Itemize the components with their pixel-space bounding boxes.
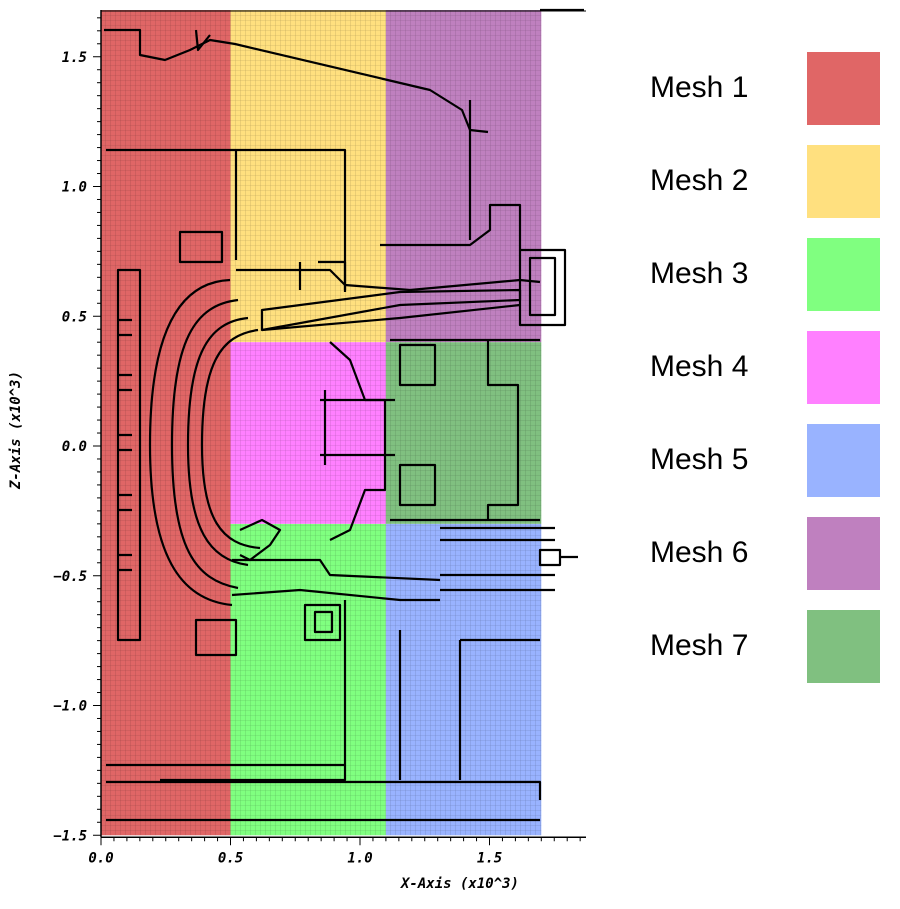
y-axis-title: Z-Axis (x10^3) (8, 371, 24, 490)
geometry-outline (118, 433, 132, 512)
legend-swatch (807, 145, 880, 218)
geometry-outline (118, 318, 132, 392)
legend-label: Mesh 2 (650, 164, 749, 197)
x-tick-label: 1.0 (347, 850, 372, 866)
geometry-outline (194, 29, 211, 52)
geometry-outline (200, 328, 261, 550)
geometry-outline (116, 268, 142, 642)
legend-label: Mesh 6 (650, 536, 749, 569)
legend-swatch (807, 238, 880, 311)
y-tick-label: 0.0 (62, 439, 87, 455)
legend-swatch (807, 331, 880, 404)
geometry-outline (178, 230, 224, 264)
legend-label: Mesh 5 (650, 443, 749, 476)
geometry-outline (106, 780, 542, 800)
geometry-outline (118, 553, 132, 572)
plot-axes (93, 10, 586, 846)
tokamak-geometry-outline (104, 8, 584, 822)
geometry-outline (261, 303, 521, 332)
geometry-outline (236, 268, 541, 292)
geometry-outline (518, 248, 567, 327)
geometry-outline (148, 278, 233, 607)
geometry-outline (398, 343, 437, 507)
geometry-outline (380, 203, 522, 250)
geometry-outline (298, 260, 347, 292)
legend-label: Mesh 4 (650, 350, 749, 383)
y-tick-label: 0.5 (62, 309, 87, 325)
x-axis-title: X-Axis (x10^3) (400, 876, 519, 892)
geometry-outline (398, 630, 540, 780)
legend-swatch (807, 517, 880, 590)
legend-label: Mesh 7 (650, 629, 749, 662)
x-tick-label: 0.5 (218, 850, 243, 866)
geometry-outline (538, 548, 578, 567)
legend-swatch (807, 424, 880, 497)
geometry-outline (160, 600, 347, 782)
y-tick-label: 1.5 (62, 50, 87, 66)
geometry-outline (232, 558, 441, 582)
legend-swatch (807, 610, 880, 683)
y-tick-label: −1.5 (53, 828, 87, 844)
legend-swatch (807, 52, 880, 125)
geometry-outline (390, 338, 540, 522)
geometry-outline (486, 340, 520, 520)
y-tick-label: 1.0 (62, 180, 87, 196)
x-tick-label: 0.0 (88, 850, 113, 866)
geometry-outline (440, 526, 555, 592)
geometry-outline (194, 618, 238, 657)
geometry-outline (239, 518, 282, 562)
legend-label: Mesh 1 (650, 71, 749, 104)
geometry-outline (170, 298, 239, 590)
geometry-outline (104, 28, 489, 134)
geometry-outline (186, 316, 249, 567)
x-tick-label: 1.5 (477, 850, 502, 866)
geometry-outline (329, 341, 387, 541)
y-tick-label: −0.5 (53, 569, 87, 585)
legend-label: Mesh 3 (650, 257, 749, 290)
geometry-outline (231, 588, 440, 602)
geometry-outline (303, 603, 342, 642)
y-tick-label: −1.0 (53, 699, 87, 715)
geometry-outline (320, 390, 395, 465)
mesh-grid-overlay (101, 10, 542, 836)
geometry-outline (106, 148, 347, 290)
